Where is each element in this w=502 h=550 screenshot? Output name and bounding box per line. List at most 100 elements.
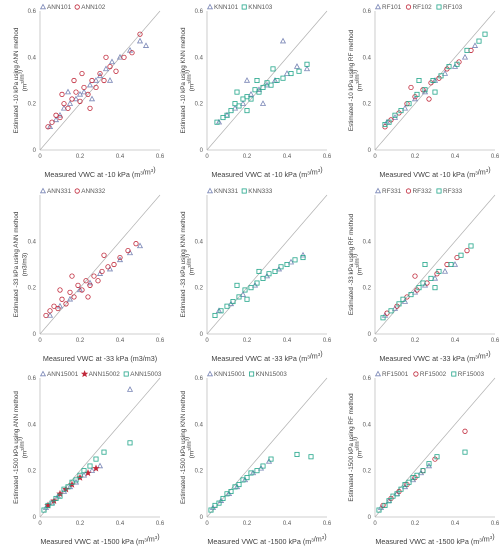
data-point bbox=[386, 119, 392, 125]
legend-marker bbox=[80, 370, 89, 378]
y-axis-title-line: Estimated -10 kPa using ANN method bbox=[13, 27, 20, 133]
data-point bbox=[71, 77, 77, 84]
data-point bbox=[248, 470, 254, 476]
data-point bbox=[260, 463, 266, 469]
legend-label: RF331 bbox=[382, 188, 402, 195]
data-point bbox=[293, 63, 301, 69]
data-point bbox=[96, 462, 104, 469]
data-point bbox=[136, 37, 144, 44]
y-axis-title-line: (m3/m3) bbox=[184, 254, 196, 275]
legend-label: RF102 bbox=[413, 4, 433, 11]
scatter-panel: 0 0.2 0.4 0.6 0 0.2 0.4 0.6 Measured VWC at -10 … bbox=[335, 0, 502, 183]
series-KNN101 bbox=[215, 37, 311, 125]
data-point bbox=[236, 294, 242, 300]
legend: KNN101 KNN103 bbox=[206, 3, 273, 11]
y-axis-title: Estimated -33 kPa using KNN method (m3/m3… bbox=[180, 211, 196, 318]
y-axis-title-line: Estimated -1500 kPa using ANN method bbox=[13, 391, 20, 504]
series-KNN103 bbox=[214, 61, 310, 125]
series-ANN331 bbox=[46, 242, 144, 318]
y-tick-label: 0.2 bbox=[195, 469, 204, 475]
data-point bbox=[288, 71, 294, 77]
y-axis-title-line: Estimated -33 kPa using ANN method bbox=[13, 211, 20, 317]
x-tick-label: 0.6 bbox=[156, 338, 165, 344]
data-point bbox=[57, 493, 63, 499]
y-axis-title-line: Estimated -1500 kPa using KNN method bbox=[180, 390, 187, 504]
data-point bbox=[268, 82, 274, 88]
data-point bbox=[137, 31, 143, 37]
one-to-one-line bbox=[374, 377, 496, 518]
data-point bbox=[388, 308, 394, 314]
data-point bbox=[420, 280, 426, 286]
data-point bbox=[87, 463, 93, 469]
data-point bbox=[278, 264, 284, 270]
scatter-plot: 0 0.2 0.4 0.6 0 0.2 0.4 Measured VWC at -33 kPa… bbox=[180, 187, 332, 363]
data-point bbox=[394, 491, 400, 497]
y-tick-label: 0.4 bbox=[195, 55, 204, 61]
data-point bbox=[93, 456, 99, 462]
data-point bbox=[244, 475, 250, 481]
x-tick-label: 0.6 bbox=[323, 154, 332, 160]
data-point bbox=[220, 495, 226, 501]
data-point bbox=[476, 38, 482, 44]
y-axis-title-line: Estimated -33 kPa using KNN method bbox=[180, 211, 187, 318]
y-tick-label: 0.2 bbox=[195, 102, 204, 108]
data-point bbox=[414, 91, 420, 97]
y-axis-title: Estimated -1500 kPa using ANN method (m3/… bbox=[13, 391, 29, 504]
x-tick-label: 0.2 bbox=[243, 521, 252, 527]
data-point bbox=[430, 78, 436, 84]
data-point bbox=[244, 108, 250, 114]
legend-marker bbox=[74, 188, 80, 194]
data-point bbox=[280, 75, 286, 81]
x-tick-label: 0.4 bbox=[116, 338, 125, 344]
data-point bbox=[412, 273, 418, 279]
data-point bbox=[83, 278, 89, 284]
x-tick-label: 0.4 bbox=[451, 154, 460, 160]
series-KNN333 bbox=[212, 255, 306, 318]
y-tick-label: 0 bbox=[33, 332, 37, 338]
legend: KNN15001 KNN15003 bbox=[206, 370, 287, 378]
data-point bbox=[46, 312, 54, 318]
y-tick-label: 0.2 bbox=[28, 286, 37, 292]
legend-label: ANN15003 bbox=[130, 371, 162, 378]
data-point bbox=[236, 482, 242, 488]
data-point bbox=[406, 479, 412, 485]
series-RF333 bbox=[380, 243, 474, 321]
data-point bbox=[244, 94, 250, 100]
y-axis-title: Estimated -33 kPa using ANN method (m3/m3… bbox=[13, 211, 29, 317]
y-tick-label: 0 bbox=[33, 148, 37, 154]
legend-marker bbox=[374, 370, 382, 377]
x-tick-label: 0 bbox=[205, 338, 209, 344]
data-point bbox=[224, 112, 230, 118]
y-tick-label: 0 bbox=[368, 515, 372, 521]
x-tick-label: 0 bbox=[373, 521, 377, 527]
data-point bbox=[220, 115, 226, 121]
scatter-plot: 0 0.2 0.4 0.6 0 0.2 0.4 0.6 Measured VWC at -150… bbox=[13, 370, 165, 546]
data-point bbox=[80, 471, 88, 478]
data-point bbox=[260, 275, 266, 281]
data-point bbox=[296, 68, 302, 74]
x-tick-label: 0.2 bbox=[76, 154, 85, 160]
data-point bbox=[121, 54, 127, 60]
legend-marker bbox=[74, 4, 80, 10]
data-point bbox=[129, 50, 135, 56]
y-tick-label: 0.6 bbox=[195, 9, 204, 15]
data-point bbox=[86, 81, 94, 88]
legend-marker bbox=[451, 371, 457, 377]
legend-marker bbox=[39, 3, 47, 10]
data-point bbox=[89, 77, 95, 84]
data-point bbox=[60, 104, 68, 111]
data-point bbox=[73, 89, 79, 95]
data-point bbox=[228, 489, 234, 495]
data-point bbox=[461, 53, 469, 60]
data-point bbox=[81, 468, 87, 474]
data-point bbox=[136, 242, 144, 249]
data-point bbox=[396, 301, 402, 307]
series-ANN15003 bbox=[41, 440, 133, 513]
x-axis-title: Measured VWC at -1500 kPa (m3/m3) bbox=[207, 532, 326, 546]
legend-marker bbox=[374, 187, 382, 194]
y-tick-label: 0.4 bbox=[28, 239, 37, 245]
x-tick-label: 0.2 bbox=[243, 154, 252, 160]
data-point bbox=[259, 100, 267, 106]
data-point bbox=[428, 275, 434, 281]
